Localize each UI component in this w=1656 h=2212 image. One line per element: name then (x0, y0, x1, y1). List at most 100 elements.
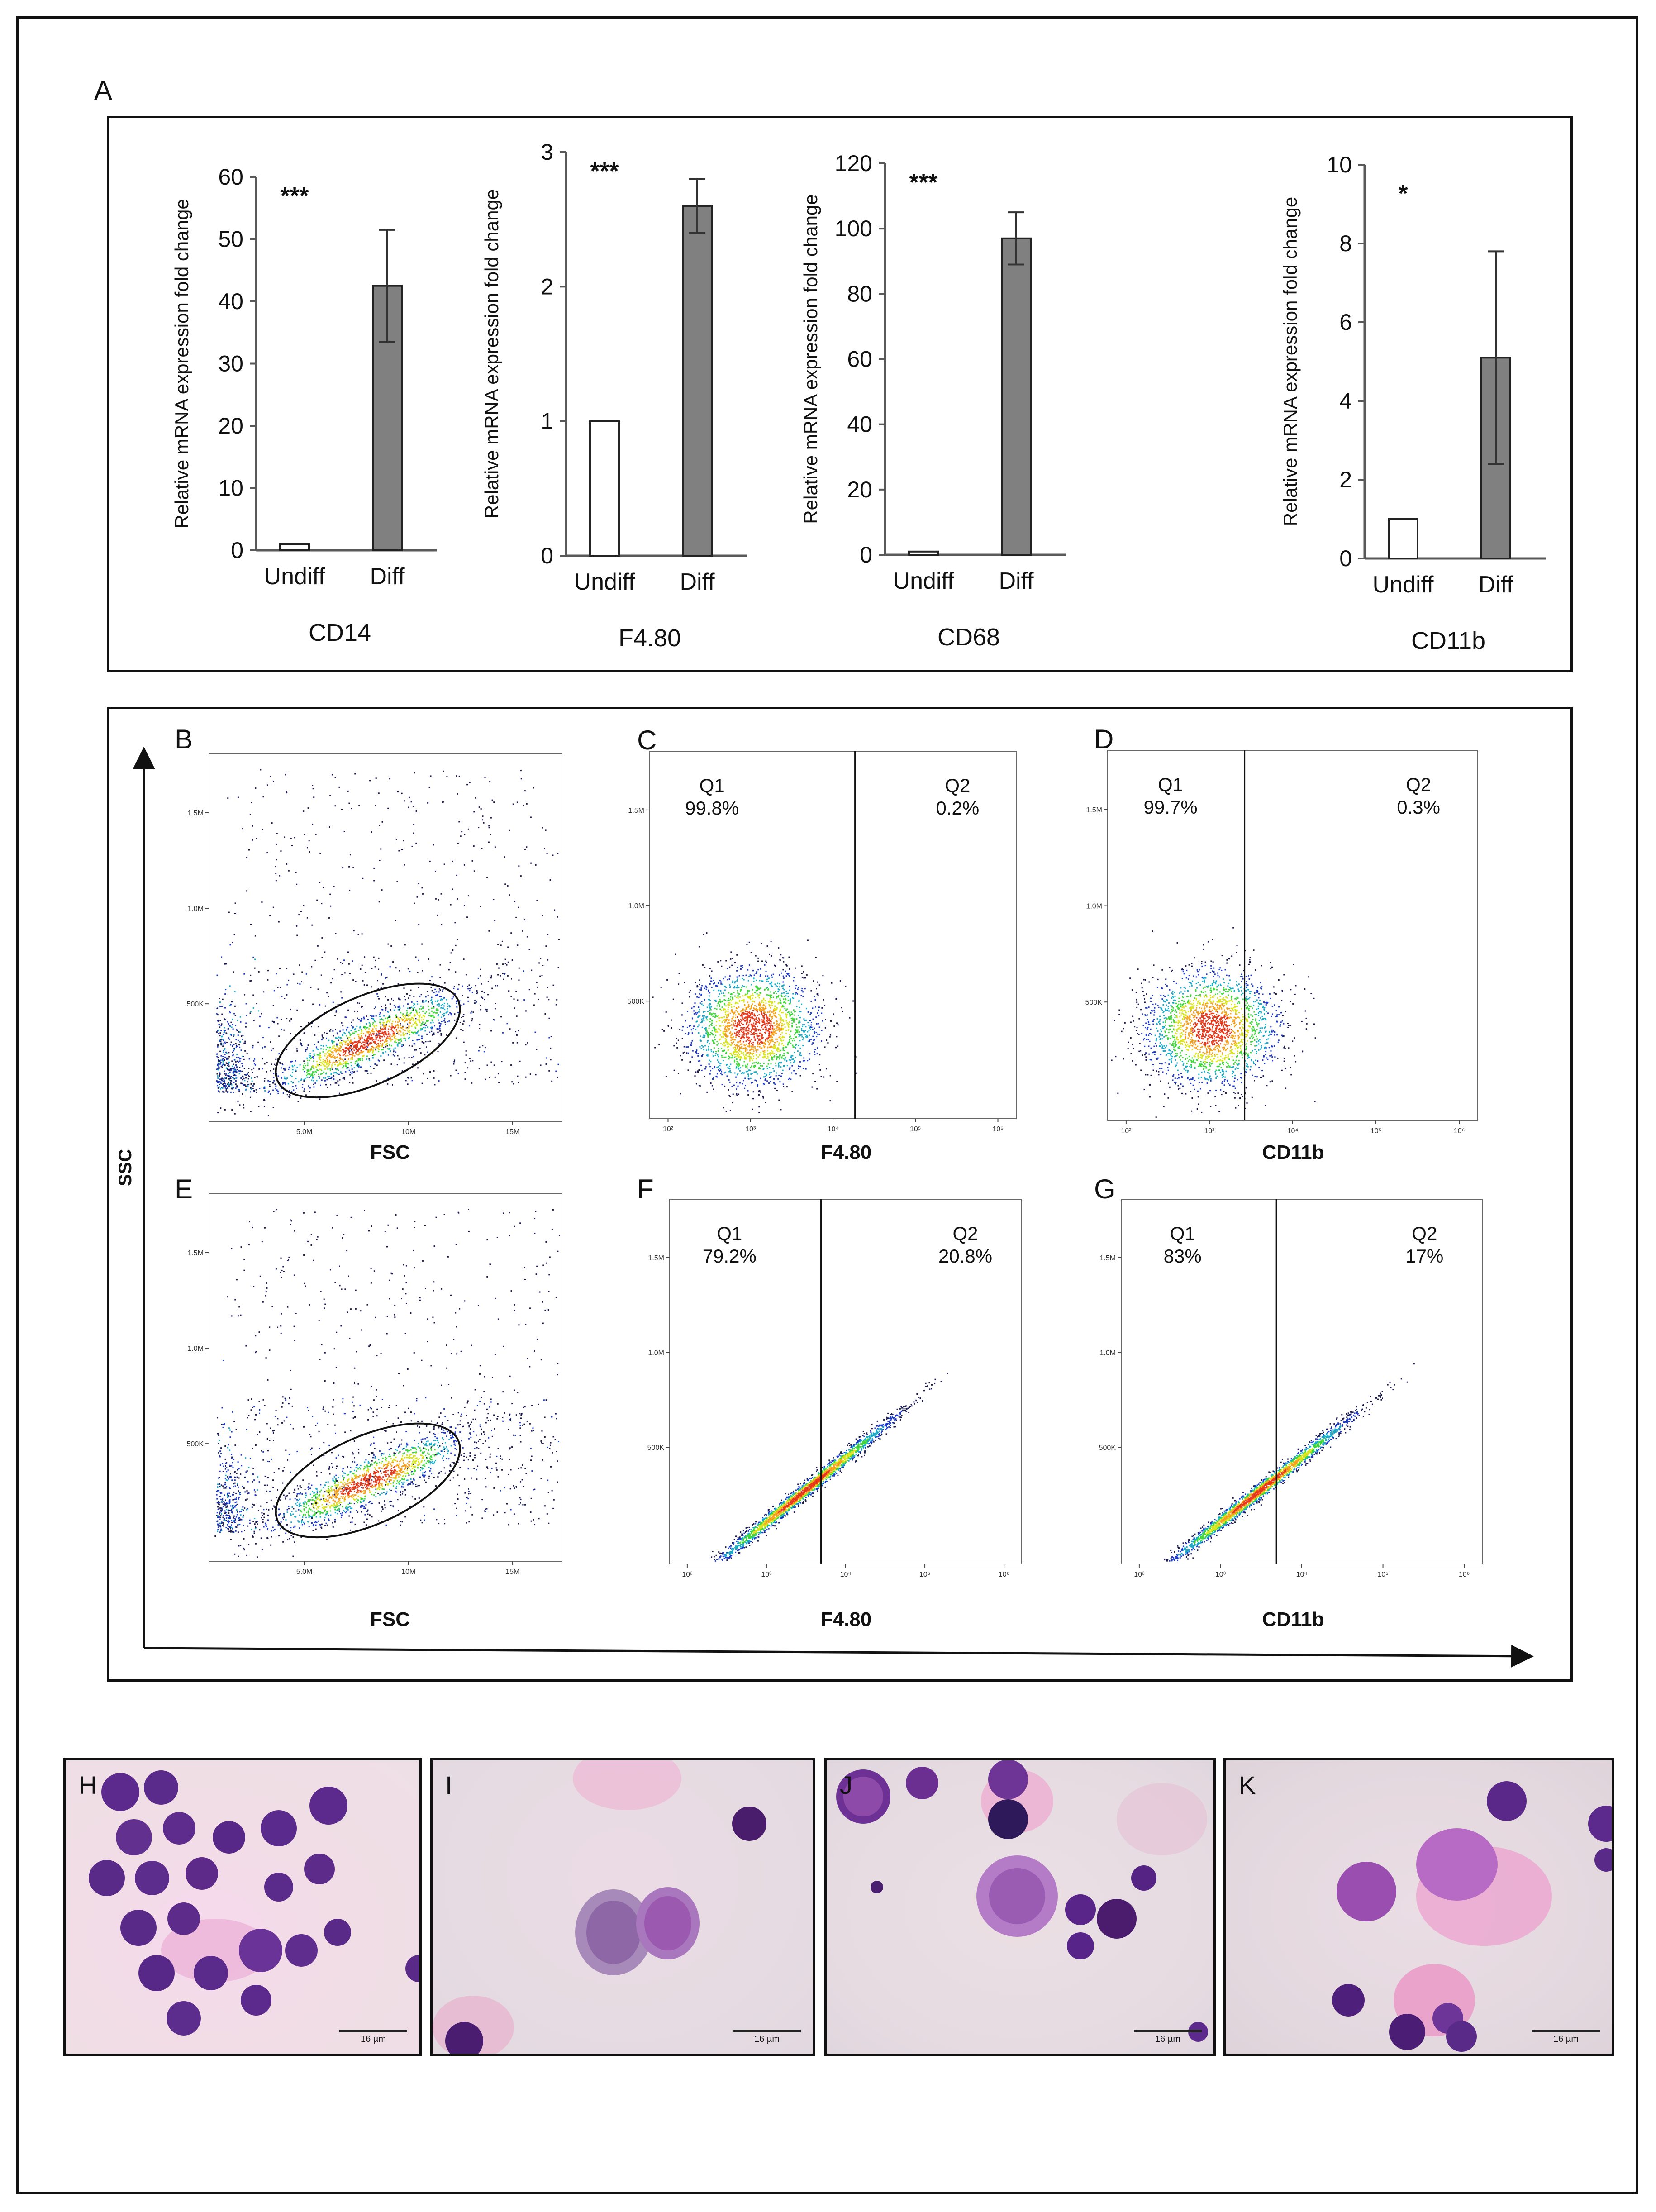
event-dot (747, 1014, 749, 1016)
event-dot (431, 998, 433, 1000)
event-dot (697, 1071, 699, 1073)
event-dot (361, 1032, 362, 1034)
event-dot (220, 1030, 222, 1031)
event-dot (470, 1060, 472, 1062)
event-dot (357, 1064, 359, 1066)
event-dot (454, 1013, 456, 1015)
event-dot (327, 1055, 329, 1057)
event-dot (392, 961, 394, 963)
event-dot (766, 1074, 767, 1076)
event-dot (784, 1008, 786, 1009)
event-dot (773, 1034, 775, 1036)
event-dot (351, 1042, 352, 1044)
event-dot (300, 1026, 302, 1028)
event-dot (725, 1111, 727, 1112)
event-dot (484, 777, 486, 778)
event-dot (325, 1058, 327, 1059)
event-dot (319, 1062, 321, 1063)
event-dot (443, 863, 445, 865)
event-dot (402, 1015, 404, 1016)
event-dot (342, 1029, 344, 1031)
event-dot (405, 1019, 407, 1021)
event-dot (239, 1104, 241, 1106)
event-dot (320, 1064, 322, 1066)
event-dot (442, 1007, 443, 1009)
event-dot (757, 1049, 759, 1051)
event-dot (475, 797, 476, 799)
event-dot (723, 1003, 725, 1005)
event-dot (253, 1020, 255, 1021)
event-dot (691, 1056, 693, 1058)
event-dot (395, 1021, 396, 1023)
event-dot (296, 1048, 298, 1050)
event-dot (281, 996, 283, 997)
event-dot (799, 1011, 800, 1012)
event-dot (234, 1015, 236, 1016)
event-dot (790, 998, 791, 1000)
event-dot (382, 1053, 384, 1054)
event-dot (723, 1019, 725, 1021)
event-dot (223, 1050, 224, 1052)
event-dot (803, 1057, 805, 1059)
event-dot (740, 1067, 742, 1069)
event-dot (723, 999, 725, 1001)
event-dot (359, 1058, 361, 1060)
event-dot (734, 1011, 736, 1013)
event-dot (338, 1050, 340, 1052)
event-dot (769, 1020, 771, 1022)
event-dot (317, 945, 319, 947)
event-dot (333, 886, 335, 887)
event-dot (375, 959, 376, 961)
event-dot (367, 1049, 369, 1051)
event-dot (224, 1041, 226, 1043)
event-dot (344, 1062, 346, 1064)
event-dot (784, 1059, 786, 1061)
event-dot (767, 1030, 769, 1032)
event-dot (421, 1023, 423, 1025)
event-dot (225, 1062, 227, 1064)
event-dot (386, 1034, 388, 1036)
event-dot (310, 987, 312, 988)
event-dot (765, 1007, 766, 1009)
event-dot (482, 1045, 484, 1047)
event-dot (1231, 1043, 1232, 1044)
event-dot (814, 1051, 815, 1053)
event-dot (413, 1015, 415, 1017)
event-dot (756, 1010, 757, 1011)
event-dot (431, 1007, 433, 1009)
event-dot (546, 853, 548, 854)
event-dot (715, 1001, 717, 1002)
event-dot (338, 1047, 340, 1049)
event-dot (666, 979, 668, 981)
event-dot (417, 1013, 419, 1015)
event-dot (424, 1012, 426, 1014)
event-dot (776, 986, 778, 987)
event-dot (413, 832, 414, 834)
event-dot (829, 1036, 831, 1038)
event-dot (728, 1089, 729, 1091)
event-dot (440, 1033, 442, 1034)
event-dot (493, 899, 495, 901)
event-dot (351, 1021, 352, 1023)
event-dot (736, 1063, 738, 1065)
event-dot (471, 1020, 473, 1022)
event-dot (737, 1024, 739, 1026)
event-dot (790, 1062, 792, 1064)
event-dot (330, 1057, 332, 1058)
event-dot (815, 1031, 817, 1033)
event-dot (803, 977, 805, 979)
x-tick-label: 10⁵ (1370, 1127, 1381, 1135)
event-dot (764, 1005, 766, 1006)
event-dot (348, 1069, 350, 1071)
event-dot (766, 1020, 768, 1022)
event-dot (339, 1054, 341, 1056)
event-dot (793, 977, 795, 978)
event-dot (760, 1091, 761, 1093)
event-dot (427, 802, 429, 804)
event-dot (502, 973, 504, 974)
event-dot (311, 1073, 313, 1075)
event-dot (752, 1010, 754, 1011)
event-dot (551, 1080, 553, 1082)
event-dot (420, 1028, 422, 1030)
